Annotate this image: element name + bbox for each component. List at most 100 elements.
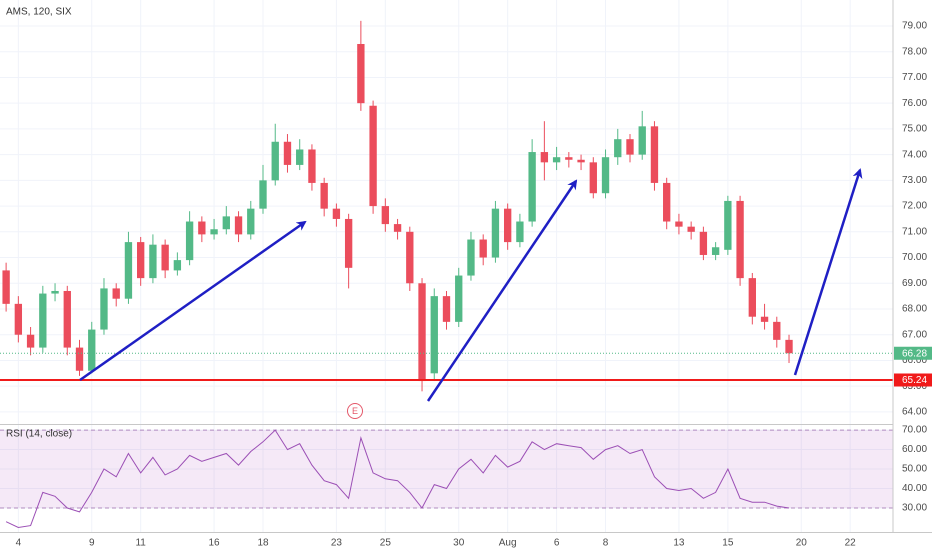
x-tick-label: 30 <box>453 538 465 549</box>
candle-body <box>320 182 328 209</box>
candle-body <box>308 149 316 183</box>
y-tick-label: 79.00 <box>902 21 927 32</box>
candle-body <box>540 152 549 163</box>
candle-body <box>406 231 414 284</box>
y2-tick-label: 30.00 <box>902 503 927 514</box>
earnings-marker[interactable] <box>347 403 363 419</box>
candle-body <box>296 149 304 165</box>
y-tick-label: 78.00 <box>902 46 927 57</box>
candle-body <box>626 139 634 155</box>
y2-tick-label: 60.00 <box>902 444 927 455</box>
earnings-label[interactable]: E <box>352 406 358 416</box>
candle-body <box>63 290 71 348</box>
candle-body <box>418 283 426 382</box>
candle-body <box>75 347 84 371</box>
x-tick-label: 25 <box>380 538 392 549</box>
candle-body <box>185 221 194 261</box>
candle-body <box>149 244 157 279</box>
candle-body <box>675 221 683 227</box>
candle-body <box>51 290 59 294</box>
y-tick-label: 69.00 <box>902 278 927 289</box>
candle-body <box>26 334 35 348</box>
x-tick-label: 8 <box>603 538 609 549</box>
rsi-label: RSI (14, close) <box>6 429 72 440</box>
candle-body <box>173 260 182 271</box>
candle-body <box>381 206 390 225</box>
x-tick-label: 15 <box>722 538 734 549</box>
candle-body <box>589 162 597 194</box>
y-tick-label: 75.00 <box>902 124 927 135</box>
candle-body <box>137 242 145 279</box>
candle-body <box>222 216 230 230</box>
y-tick-label: 72.00 <box>902 201 927 212</box>
x-tick-label: 6 <box>554 538 560 549</box>
candle-body <box>760 316 769 322</box>
y2-tick-label: 50.00 <box>902 464 927 475</box>
rsi-line <box>5 429 790 529</box>
y-tick-label: 64.00 <box>902 407 927 418</box>
y-tick-label: 71.00 <box>902 226 927 237</box>
candle-body <box>491 208 500 258</box>
x-tick-label: 16 <box>209 538 221 549</box>
candle-body <box>650 126 659 183</box>
trend-arrow <box>793 168 863 376</box>
labels: 64.0065.0066.0067.0068.0069.0070.0071.00… <box>16 21 932 549</box>
chart-title: AMS, 120, SIX <box>6 7 72 18</box>
x-tick-label: 11 <box>135 538 146 549</box>
rsi-band-fill <box>0 430 893 509</box>
candle-body <box>442 296 451 322</box>
candle-body <box>601 157 610 194</box>
candle-body <box>100 288 108 330</box>
x-tick-label: Aug <box>499 538 517 549</box>
y-tick-label: 74.00 <box>902 149 927 160</box>
candle-body <box>247 208 255 235</box>
candle-body <box>687 226 695 232</box>
x-tick-label: 23 <box>331 538 343 549</box>
candle-body <box>773 321 781 340</box>
x-tick-label: 9 <box>89 538 95 549</box>
x-tick-label: 4 <box>16 538 22 549</box>
x-tick-label: 22 <box>845 538 857 549</box>
candle-body <box>14 303 23 335</box>
last-price-tag <box>894 346 932 360</box>
candle-body <box>516 221 524 243</box>
candle-body <box>479 239 487 258</box>
candle-body <box>748 278 756 317</box>
y-tick-label: 76.00 <box>902 98 927 109</box>
y2-tick-label: 40.00 <box>902 483 927 494</box>
candle-body <box>638 126 646 155</box>
candle-body <box>259 180 267 209</box>
candle-body <box>736 200 744 279</box>
y-tick-label: 66.00 <box>902 355 927 366</box>
candle-body <box>699 231 708 255</box>
candle-body <box>357 43 365 104</box>
marks <box>0 20 893 529</box>
candle-body <box>430 296 438 374</box>
rsi-band <box>0 429 893 509</box>
candle-body <box>552 157 561 163</box>
candle-body <box>785 339 793 354</box>
candle-body <box>565 157 573 160</box>
y2-tick-label: 70.00 <box>902 425 927 436</box>
y-tick-label: 67.00 <box>902 329 927 340</box>
candle-body <box>503 208 512 243</box>
candle-body <box>271 141 279 181</box>
candle-body <box>234 216 243 235</box>
trend-arrow <box>79 220 307 382</box>
candle-body <box>210 229 218 235</box>
candle-body <box>528 152 536 222</box>
x-tick-label: 13 <box>673 538 685 549</box>
x-tick-label: 20 <box>796 538 808 549</box>
y-tick-label: 73.00 <box>902 175 927 186</box>
candle-body <box>161 244 169 271</box>
support-tag <box>894 373 932 387</box>
candle-body <box>614 139 622 158</box>
candle-body <box>2 270 10 304</box>
candle-body <box>393 224 402 232</box>
candle-body <box>455 275 463 322</box>
candle-body <box>369 105 377 207</box>
support-label: 65.24 <box>902 375 927 386</box>
trend-arrow <box>426 179 578 402</box>
y-tick-label: 70.00 <box>902 252 927 263</box>
